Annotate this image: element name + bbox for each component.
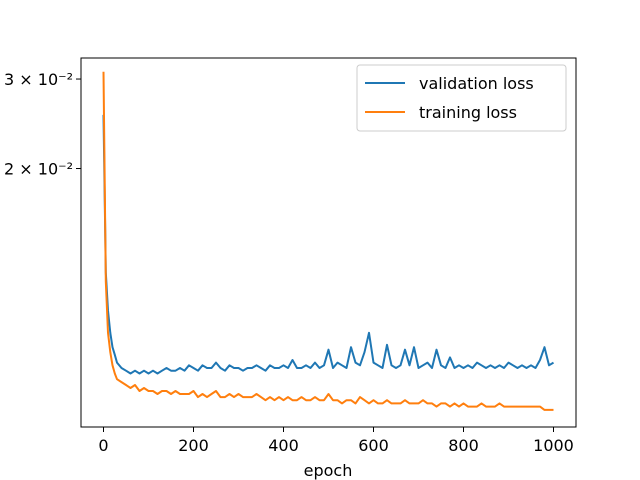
series-line-validation-loss xyxy=(102,114,555,375)
y-axis: 3 × 10⁻² 2 × 10⁻² xyxy=(4,70,81,179)
x-axis-label: epoch xyxy=(304,461,353,480)
legend-label-training: training loss xyxy=(419,103,517,122)
x-tick-label: 200 xyxy=(178,436,209,455)
y-tick-label: 2 × 10⁻² xyxy=(4,160,73,179)
x-tick-label: 0 xyxy=(98,436,108,455)
x-tick-label: 800 xyxy=(448,436,479,455)
x-tick-label: 400 xyxy=(268,436,299,455)
plot-frame xyxy=(80,57,577,428)
legend: validation loss training loss xyxy=(356,64,567,132)
plot-lines xyxy=(102,71,555,411)
y-tick-label: 3 × 10⁻² xyxy=(4,70,73,89)
x-axis: 0 200 400 600 800 1000 xyxy=(98,427,574,455)
legend-box xyxy=(356,64,567,132)
series-line-training-loss xyxy=(102,71,554,411)
x-tick-label: 1000 xyxy=(533,436,574,455)
x-tick-label: 600 xyxy=(358,436,389,455)
legend-label-validation: validation loss xyxy=(419,74,534,93)
